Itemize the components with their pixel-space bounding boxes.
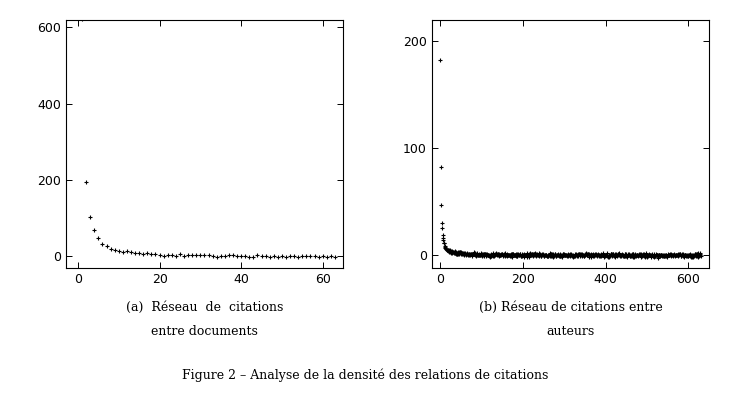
Text: (b) Réseau de citations entre: (b) Réseau de citations entre <box>479 301 662 314</box>
Text: entre documents: entre documents <box>151 325 258 338</box>
Text: Figure 2 – Analyse de la densité des relations de citations: Figure 2 – Analyse de la densité des rel… <box>182 369 549 382</box>
Text: auteurs: auteurs <box>546 325 594 338</box>
Text: (a)  Réseau  de  citations: (a) Réseau de citations <box>126 301 283 314</box>
